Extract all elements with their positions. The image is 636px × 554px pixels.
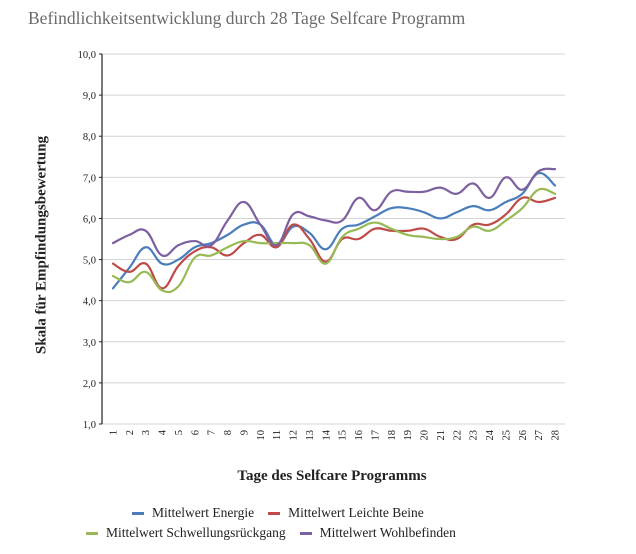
y-tick-label: 3,0 xyxy=(83,338,96,349)
x-tick-label: 11 xyxy=(272,430,283,440)
x-axis-label: Tage des Selfcare Programms xyxy=(237,468,427,484)
x-tick-label: 26 xyxy=(518,430,529,441)
x-tick-label: 21 xyxy=(436,430,447,441)
legend-swatch-icon xyxy=(268,511,281,515)
x-tick-label: 5 xyxy=(174,430,185,435)
legend-swatch-icon xyxy=(86,531,98,535)
legend-label: Mittelwert Wohlbefinden xyxy=(319,525,456,540)
y-tick-label: 8,0 xyxy=(83,132,96,143)
x-tick-label: 17 xyxy=(370,430,381,441)
legend-swatch-icon xyxy=(299,531,312,535)
legend-row-1: Mittelwert Energie Mittelwert Leichte Bei… xyxy=(132,505,438,521)
x-tick-label: 4 xyxy=(158,429,169,435)
legend-label: Mittelwert Schwellungsrückgang xyxy=(106,525,286,540)
legend-item: Mittelwert Schwellungsrückgang xyxy=(86,525,286,541)
x-tick-label: 16 xyxy=(354,430,365,441)
x-tick-label: 28 xyxy=(551,430,562,441)
legend-label: Mittelwert Leichte Beine xyxy=(288,505,424,520)
y-tick-label: 5,0 xyxy=(83,256,96,267)
x-tick-label: 8 xyxy=(223,430,234,435)
y-tick-label: 4,0 xyxy=(83,297,96,308)
x-tick-label: 24 xyxy=(485,429,496,440)
x-tick-label: 20 xyxy=(420,430,431,441)
x-tick-label: 3 xyxy=(141,430,152,435)
x-tick-label: 25 xyxy=(501,430,512,441)
x-tick-label: 23 xyxy=(469,430,480,441)
x-tick-label: 22 xyxy=(452,430,463,441)
y-tick-label: 10,0 xyxy=(78,50,96,61)
series-line-1 xyxy=(111,172,557,290)
legend-item: Mittelwert Leichte Beine xyxy=(268,505,424,521)
y-tick-label: 2,0 xyxy=(83,379,96,390)
x-tick-label: 2 xyxy=(125,430,136,435)
x-tick-label: 19 xyxy=(403,430,414,441)
x-tick-label: 6 xyxy=(190,430,201,435)
x-tick-label: 14 xyxy=(321,429,332,440)
legend-swatch-icon xyxy=(132,511,144,515)
x-tick-label: 1 xyxy=(109,430,120,435)
legend-item: Mittelwert Energie xyxy=(132,505,254,521)
y-tick-label: 7,0 xyxy=(83,173,96,184)
x-tick-label: 7 xyxy=(207,430,218,435)
series-line-4 xyxy=(111,167,557,258)
chart-title: Befindlichkeitsentwicklung durch 28 Tage… xyxy=(28,8,466,28)
legend-row-2: Mittelwert Schwellungsrückgang Mittelwert… xyxy=(86,525,470,541)
x-tick-label: 15 xyxy=(338,430,349,441)
x-tick-label: 13 xyxy=(305,430,316,441)
series-line-3 xyxy=(111,187,557,294)
legend-label: Mittelwert Energie xyxy=(152,505,255,520)
x-tick-label: 27 xyxy=(534,430,545,441)
y-tick-label: 9,0 xyxy=(83,91,96,102)
x-tick-label: 18 xyxy=(387,430,398,441)
x-tick-label: 12 xyxy=(289,430,300,441)
y-tick-label: 6,0 xyxy=(83,214,96,225)
x-tick-label: 9 xyxy=(239,430,250,435)
y-tick-label: 1,0 xyxy=(83,420,96,431)
legend-item: Mittelwert Wohlbefinden xyxy=(299,525,456,541)
x-tick-label: 10 xyxy=(256,430,267,441)
